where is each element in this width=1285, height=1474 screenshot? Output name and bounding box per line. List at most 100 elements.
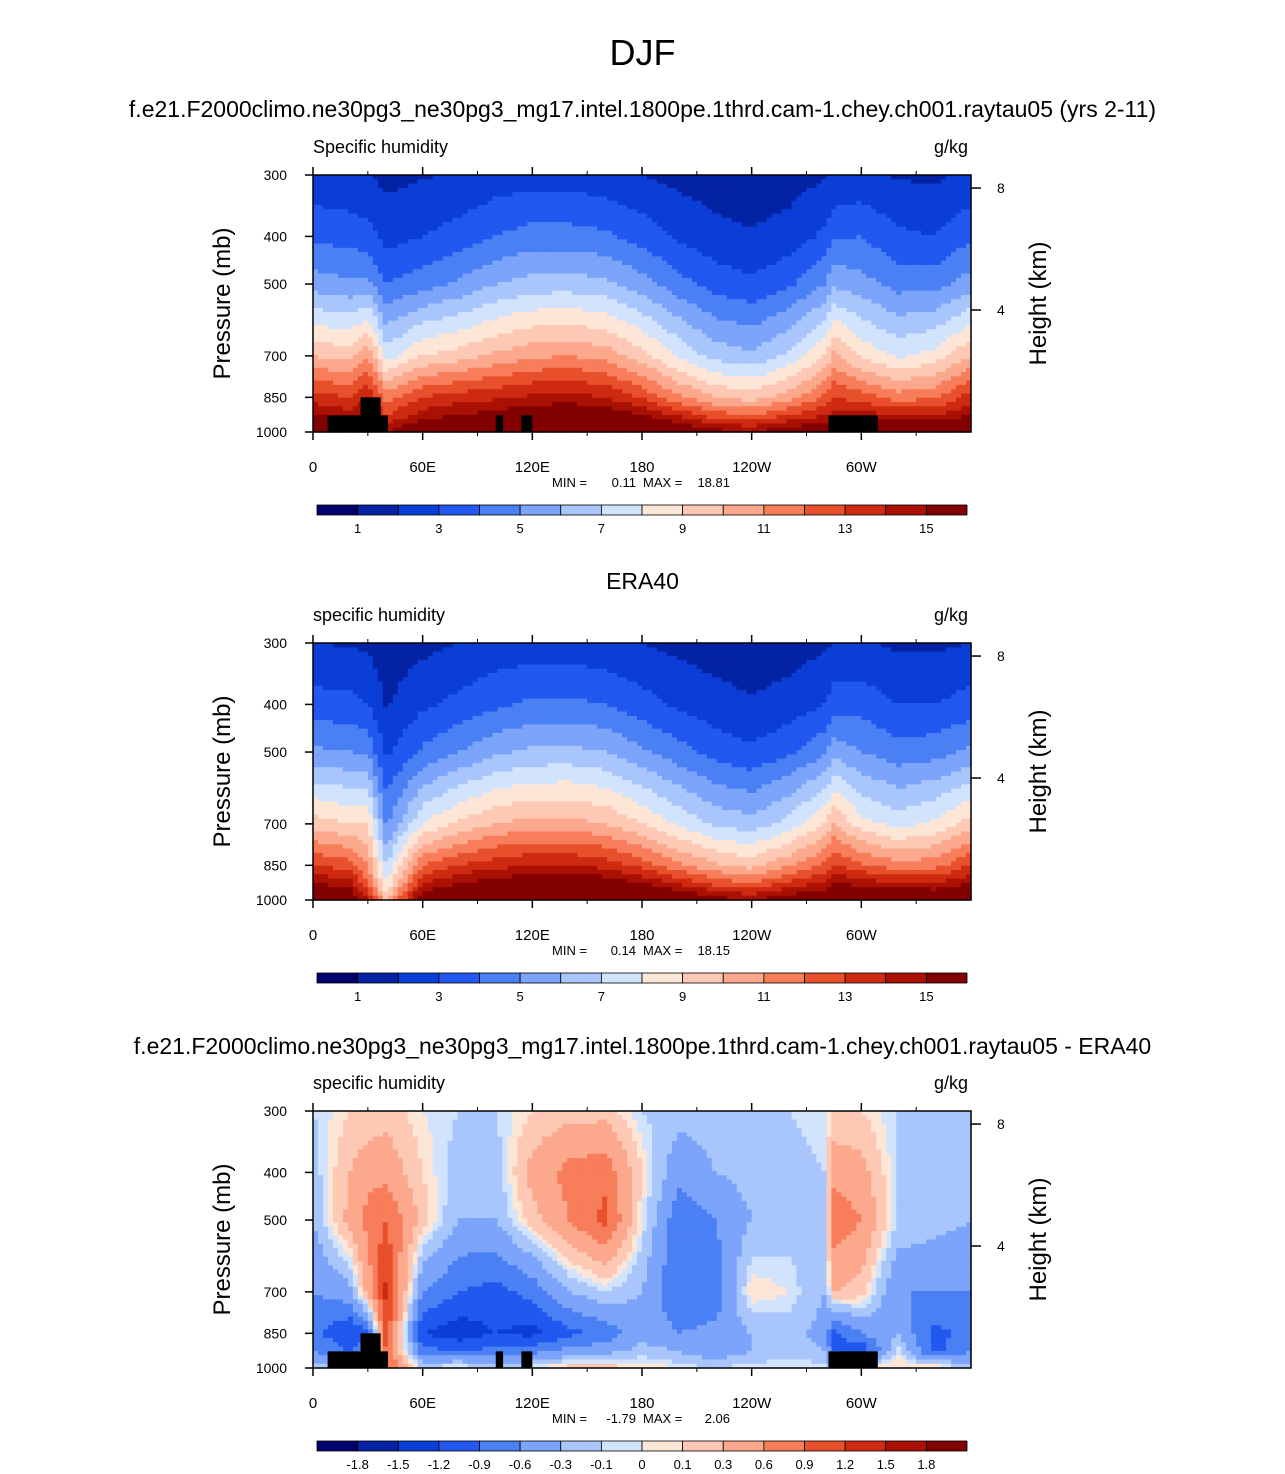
field-cell xyxy=(343,355,349,360)
field-cell xyxy=(712,376,718,381)
field-cell xyxy=(667,282,673,287)
field-cell xyxy=(403,385,409,390)
field-cell xyxy=(448,316,454,321)
field-cell xyxy=(497,201,503,206)
field-cell xyxy=(652,376,658,381)
field-cell xyxy=(428,222,434,227)
field-cell xyxy=(408,209,414,214)
field-cell xyxy=(567,381,573,386)
field-cell xyxy=(547,342,553,347)
field-cell xyxy=(597,321,603,326)
field-cell xyxy=(527,295,533,300)
field-cell xyxy=(572,261,578,266)
field-cell xyxy=(438,389,444,394)
field-cell xyxy=(458,321,464,326)
field-cell xyxy=(438,188,444,193)
field-cell xyxy=(592,214,598,219)
field-cell xyxy=(373,248,379,253)
field-cell xyxy=(692,295,698,300)
field-cell xyxy=(393,248,399,253)
field-cell xyxy=(358,269,364,274)
field-cell xyxy=(557,244,563,249)
field-cell xyxy=(393,411,399,416)
field-cell xyxy=(463,192,469,197)
field-cell xyxy=(318,329,324,334)
field-cell xyxy=(672,312,678,317)
field-cell xyxy=(343,214,349,219)
field-cell xyxy=(453,381,459,386)
field-cell xyxy=(482,299,488,304)
field-cell xyxy=(512,244,518,249)
field-cell xyxy=(597,304,603,309)
field-cell xyxy=(487,179,493,184)
field-cell xyxy=(313,282,319,287)
field-cell xyxy=(497,355,503,360)
field-cell xyxy=(512,269,518,274)
field-cell xyxy=(478,231,484,236)
field-cell xyxy=(433,248,439,253)
field-cell xyxy=(562,393,568,398)
field-cell xyxy=(642,179,648,184)
field-cell xyxy=(313,355,319,360)
field-cell xyxy=(587,261,593,266)
field-cell xyxy=(408,393,414,398)
field-cell xyxy=(662,239,668,244)
field-cell xyxy=(712,282,718,287)
field-cell xyxy=(338,372,344,377)
field-cell xyxy=(662,244,668,249)
field-cell xyxy=(717,402,723,407)
field-cell xyxy=(692,244,698,249)
field-cell xyxy=(682,321,688,326)
field-cell xyxy=(433,321,439,326)
field-cell xyxy=(463,261,469,266)
field-cell xyxy=(393,338,399,343)
field-cell xyxy=(572,291,578,296)
field-cell xyxy=(687,351,693,356)
field-cell xyxy=(333,192,339,197)
field-cell xyxy=(502,214,508,219)
field-cell xyxy=(672,411,678,416)
field-cell xyxy=(353,265,359,270)
field-cell xyxy=(318,411,324,416)
field-cell xyxy=(418,393,424,398)
field-cell xyxy=(642,226,648,231)
field-cell xyxy=(597,376,603,381)
field-cell xyxy=(652,304,658,309)
field-cell xyxy=(587,346,593,351)
field-cell xyxy=(328,256,334,261)
field-cell xyxy=(562,342,568,347)
field-cell xyxy=(373,205,379,210)
field-cell xyxy=(632,179,638,184)
field-cell xyxy=(687,184,693,189)
field-cell xyxy=(487,214,493,219)
field-cell xyxy=(368,184,374,189)
field-cell xyxy=(722,235,728,240)
field-cell xyxy=(478,184,484,189)
field-cell xyxy=(552,325,558,330)
field-cell xyxy=(328,196,334,201)
field-cell xyxy=(413,389,419,394)
field-cell xyxy=(542,299,548,304)
field-cell xyxy=(507,231,513,236)
field-cell xyxy=(428,325,434,330)
field-cell xyxy=(403,312,409,317)
field-cell xyxy=(717,393,723,398)
field-cell xyxy=(682,342,688,347)
field-cell xyxy=(667,188,673,193)
field-cell xyxy=(712,261,718,266)
field-cell xyxy=(348,184,354,189)
field-cell xyxy=(527,248,533,253)
field-cell xyxy=(667,222,673,227)
field-cell xyxy=(712,351,718,356)
field-cell xyxy=(338,214,344,219)
field-cell xyxy=(637,389,643,394)
field-cell xyxy=(667,351,673,356)
field-cell xyxy=(687,209,693,214)
field-cell xyxy=(388,329,394,334)
field-cell xyxy=(517,376,523,381)
field-cell xyxy=(378,372,384,377)
field-cell xyxy=(398,338,404,343)
field-cell xyxy=(453,209,459,214)
field-cell xyxy=(398,342,404,347)
field-cell xyxy=(612,351,618,356)
